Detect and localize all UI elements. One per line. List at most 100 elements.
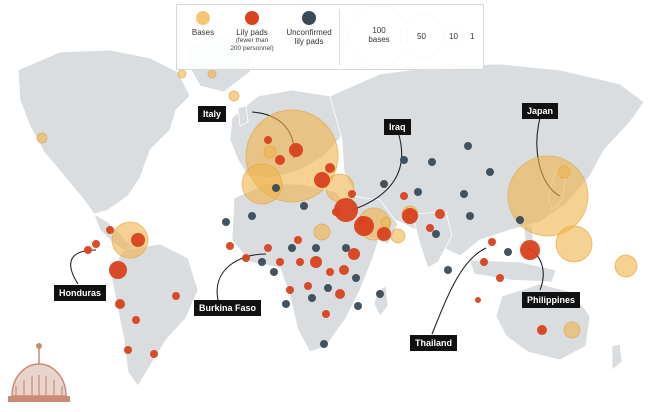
india — [411, 211, 453, 269]
base-marker — [614, 254, 638, 278]
unconfirmed-marker — [352, 274, 360, 282]
lily-pad-marker — [537, 325, 547, 335]
lily-pad-marker — [475, 297, 481, 303]
logo-finial — [36, 343, 42, 349]
legend-separator — [339, 9, 340, 65]
lily-pad-marker — [377, 227, 391, 241]
lily-pad-marker — [402, 208, 418, 224]
base-swatch — [196, 11, 210, 25]
size-100-num: 100 — [372, 26, 386, 35]
lily-pad-marker — [92, 240, 100, 248]
lily-pad-marker — [115, 299, 125, 309]
unconfirmed-marker — [248, 212, 256, 220]
legend-size-100: 100 bases — [367, 26, 391, 45]
legend-lily-sub-2: 200 personnel) — [230, 44, 274, 52]
new-zealand — [611, 343, 623, 371]
unconfirmed-marker — [428, 158, 436, 166]
north-america — [17, 49, 191, 215]
unconfirmed-marker — [282, 300, 290, 308]
connector-honduras — [70, 249, 97, 285]
lily-pad-marker — [325, 163, 335, 173]
base-marker — [313, 223, 331, 241]
unconfirmed-marker — [504, 248, 512, 256]
logo-arches — [15, 375, 63, 396]
lily-pad-marker — [275, 155, 285, 165]
unconfirmed-marker — [460, 190, 468, 198]
unconfirmed-marker — [516, 216, 524, 224]
label-japan: Japan — [522, 103, 559, 119]
base-marker — [555, 225, 593, 263]
base-marker — [177, 69, 187, 79]
base-marker — [36, 132, 48, 144]
connector-thailand — [431, 247, 487, 335]
lily-pad-marker — [124, 346, 132, 354]
lily-pad-marker — [335, 289, 345, 299]
lily-pad-marker — [172, 292, 180, 300]
lily-pad-marker — [400, 192, 408, 200]
lily-pad-marker — [488, 238, 496, 246]
lily-pad-marker — [106, 226, 114, 234]
lily-pad-marker — [348, 248, 360, 260]
unconfirmed-marker — [300, 202, 308, 210]
lily-pad-marker — [286, 286, 294, 294]
lily-pad-marker — [264, 244, 272, 252]
lily-pad-marker — [314, 172, 330, 188]
lily-pad-marker — [520, 240, 540, 260]
label-burkina-faso: Burkina Faso — [194, 300, 262, 316]
lily-pad-marker — [294, 236, 302, 244]
unconfirmed-marker — [414, 188, 422, 196]
base-marker — [263, 145, 277, 159]
unconfirmed-marker — [258, 258, 266, 266]
unconfirmed-marker — [354, 302, 362, 310]
logo-base — [8, 396, 70, 402]
label-thailand: Thailand — [410, 335, 458, 351]
lily-pad-marker — [276, 258, 284, 266]
legend-panel: Bases Lily pads (fewer than 200 personne… — [176, 4, 484, 70]
base-marker — [241, 163, 283, 205]
legend-size-50: 50 — [417, 32, 426, 41]
lily-pad-marker — [326, 268, 334, 276]
base-marker — [557, 165, 571, 179]
lily-pad-marker — [289, 143, 303, 157]
unconfirmed-marker — [376, 290, 384, 298]
lily-pad-marker — [480, 258, 488, 266]
base-marker — [380, 216, 392, 228]
size-100-unit: bases — [368, 34, 390, 44]
unconfirmed-marker — [444, 266, 452, 274]
legend-unconfirmed-label-2: lily pads — [294, 37, 324, 47]
lily-pad-marker — [348, 190, 356, 198]
unconfirmed-marker — [272, 184, 280, 192]
lily-pad-marker — [84, 246, 92, 254]
lily-pad-marker — [131, 233, 145, 247]
lily-pad-marker — [339, 265, 349, 275]
unconfirmed-marker — [432, 230, 440, 238]
legend-size-10: 10 — [449, 32, 458, 41]
unconfirmed-marker — [464, 142, 472, 150]
legend-bases: Bases — [183, 11, 223, 37]
label-iraq: Iraq — [384, 119, 411, 135]
lily-pad-marker — [496, 274, 504, 282]
legend-unconfirmed: Unconfirmed lily pads — [281, 11, 337, 46]
unconfirmed-marker — [222, 218, 230, 226]
installation-markers — [36, 69, 638, 358]
lily-pad-marker — [435, 209, 445, 219]
lily-pad-marker — [332, 208, 340, 216]
lily-pad-marker — [358, 216, 366, 224]
lily-pad-marker — [426, 224, 434, 232]
connector-iraq — [351, 131, 403, 211]
unconfirmed-marker — [324, 284, 332, 292]
unconfirmed-marker — [342, 244, 350, 252]
label-honduras: Honduras — [54, 285, 107, 301]
unconfirmed-marker — [486, 168, 494, 176]
base-marker — [111, 221, 149, 259]
lily-pad-marker — [304, 282, 312, 290]
lily-pad-marker — [132, 316, 140, 324]
legend-unconfirmed-label-1: Unconfirmed — [286, 28, 332, 37]
unconfirmed-marker — [400, 156, 408, 164]
dome-logo — [8, 343, 70, 402]
label-philippines: Philippines — [522, 292, 581, 308]
south-america — [109, 243, 199, 387]
lily-pad-marker — [109, 261, 127, 279]
